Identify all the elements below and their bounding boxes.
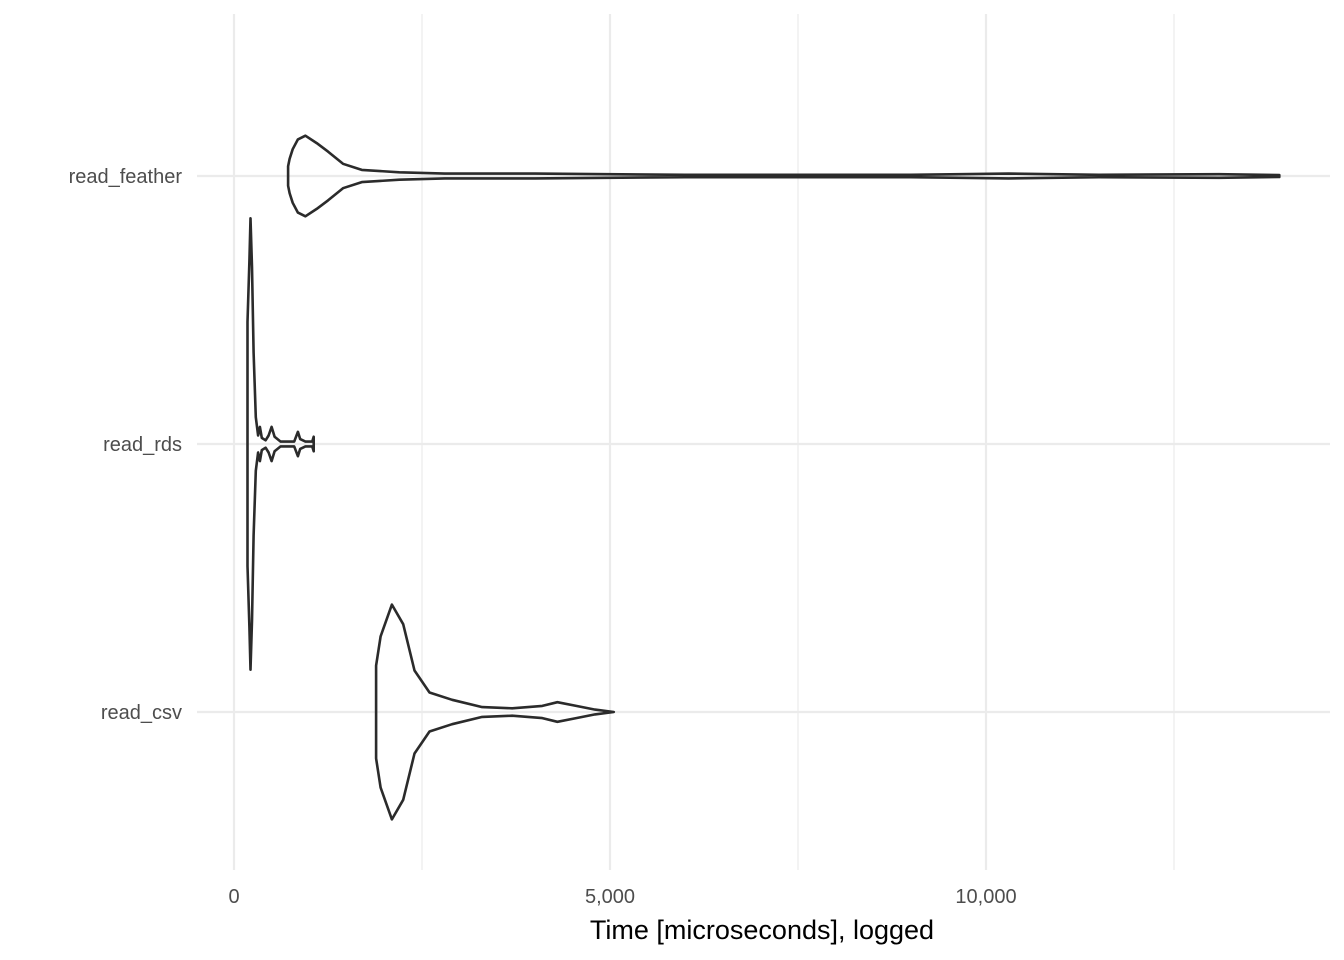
y-tick-label: read_feather [69,166,183,188]
grid-layer [197,14,1330,870]
tick-label-layer: 0 5,000 10,000 read_csv read_rds read_feather [69,166,1017,908]
x-axis-title: Time [microseconds], logged [590,915,934,945]
x-tick-label: 5,000 [585,886,635,908]
violin-read-rds [246,217,315,671]
y-tick-label: read_csv [101,702,182,724]
x-tick-label: 0 [228,886,239,908]
violin-read-csv [374,603,616,821]
x-tick-label: 10,000 [955,886,1016,908]
y-tick-label: read_rds [103,434,182,456]
violin-layer [246,134,1281,821]
violin-read-feather [286,134,1281,218]
